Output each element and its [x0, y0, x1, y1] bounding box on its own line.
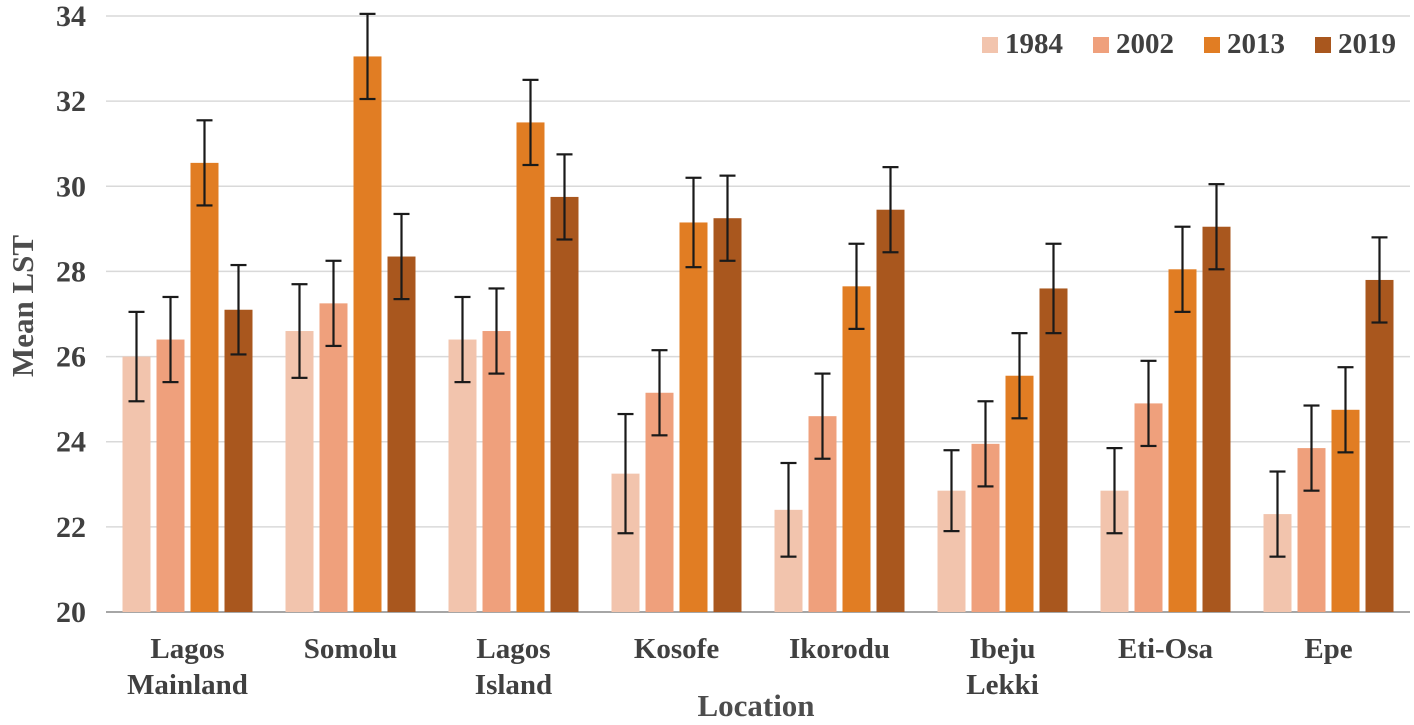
x-category-label: Lagos Island	[475, 633, 552, 701]
bar-2002-2	[482, 331, 511, 612]
legend-swatch-2013	[1204, 36, 1220, 53]
x-axis-title: Location	[697, 688, 815, 723]
legend-label-2013: 2013	[1227, 28, 1285, 60]
bar-2019-6	[1202, 226, 1231, 612]
bar-2019-7	[1365, 279, 1394, 612]
x-category-label: Somolu	[304, 633, 397, 665]
legend-item-2019: 2019	[1315, 28, 1396, 61]
chart-legend: 1984 2002 2013 2019	[982, 28, 1396, 61]
bar-2013-4	[842, 286, 871, 612]
x-category-label: Epe	[1304, 633, 1352, 665]
legend-swatch-2002	[1093, 36, 1109, 53]
legend-label-2019: 2019	[1338, 28, 1396, 60]
x-category-label: Ikorodu	[789, 633, 890, 665]
bar-2013-6	[1168, 269, 1197, 612]
legend-item-2002: 2002	[1093, 28, 1174, 61]
y-tick-label: 34	[56, 0, 86, 33]
y-tick-label: 20	[56, 596, 86, 629]
bar-1984-2	[448, 339, 477, 612]
bar-2002-1	[319, 303, 348, 612]
legend-item-2013: 2013	[1204, 28, 1285, 61]
y-tick-label: 30	[56, 170, 86, 203]
bar-2019-1	[387, 256, 416, 612]
legend-swatch-2019	[1315, 36, 1331, 53]
bar-2013-0	[190, 162, 219, 612]
y-tick-label: 32	[56, 85, 86, 118]
legend-label-2002: 2002	[1116, 28, 1174, 60]
y-tick-label: 28	[56, 255, 86, 288]
legend-item-1984: 1984	[982, 28, 1063, 61]
bar-2013-2	[516, 122, 545, 612]
bar-2019-4	[876, 209, 905, 612]
bar-2013-3	[679, 222, 708, 612]
legend-swatch-1984	[982, 36, 998, 53]
bar-2019-3	[713, 218, 742, 612]
bar-2019-0	[224, 309, 253, 612]
bar-2013-1	[353, 56, 382, 612]
bar-2002-0	[156, 339, 185, 612]
legend-label-1984: 1984	[1005, 28, 1063, 60]
x-category-label: Kosofe	[634, 633, 720, 665]
x-category-label: Eti-Osa	[1118, 633, 1214, 665]
x-category-label: Lagos Mainland	[127, 633, 248, 701]
bar-2019-2	[550, 196, 579, 612]
y-tick-label: 26	[56, 341, 86, 374]
y-tick-label: 22	[56, 511, 86, 544]
y-tick-label: 24	[56, 426, 86, 459]
x-category-label: Ibeju Lekki	[966, 633, 1039, 701]
bar-2019-5	[1039, 288, 1068, 612]
